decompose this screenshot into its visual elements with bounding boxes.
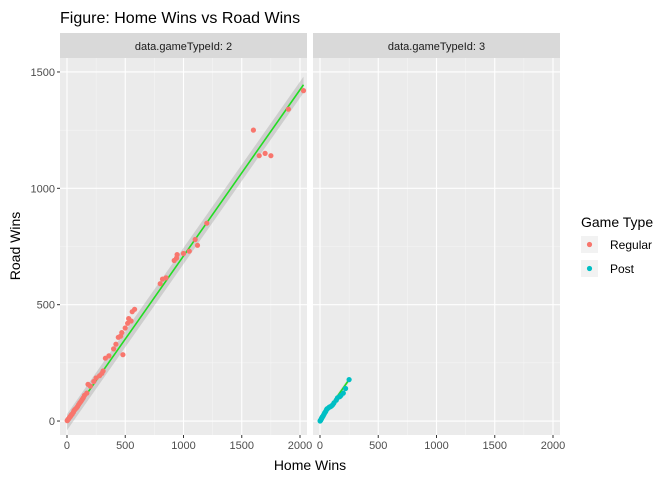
x-tick-label: 1000 [424,440,448,452]
data-point [163,275,169,281]
x-axis-title: Home Wins [274,457,346,473]
y-axis-title: Road Wins [7,212,23,280]
data-point [346,377,352,383]
x-tick-label: 500 [369,440,387,452]
data-point [256,153,262,159]
x-tick-label: 2000 [288,440,312,452]
legend-title: Game Type [581,214,653,230]
x-tick-label: 1500 [483,440,507,452]
data-point [192,236,198,243]
chart-title: Figure: Home Wins vs Road Wins [60,10,300,27]
data-point [174,252,180,258]
x-tick-label: 1000 [171,440,195,452]
data-point [268,153,274,159]
data-point [204,220,210,226]
data-point [84,390,90,396]
strip-2-label: data.gameTypeId: 3 [388,41,485,53]
y-tick-label: 1500 [31,67,55,79]
data-point [194,242,201,248]
data-point [128,318,134,324]
panel-1: data.gameTypeId: 2 [60,33,307,435]
data-point [340,390,346,396]
data-point [157,281,163,287]
data-point [262,150,268,156]
data-point [180,250,187,257]
grid-2 [313,58,560,435]
points-1 [64,88,307,424]
legend-dot-regular [586,241,593,248]
y-axis: 0 500 1000 1500 [31,67,60,428]
y-tick-label: 0 [49,416,55,428]
legend-dot-post [586,265,593,272]
data-point [119,330,125,336]
data-point [343,385,349,392]
legend-label-regular: Regular [610,238,652,252]
data-point [100,368,106,374]
x-tick-label: 1500 [230,440,254,452]
data-point [111,346,117,352]
data-point [106,353,112,359]
data-point [113,341,119,347]
x-tick-label: 0 [64,440,70,452]
x-tick-label: 500 [116,440,134,452]
panel-2: data.gameTypeId: 3 [313,33,560,435]
legend-label-post: Post [610,262,635,276]
data-point [186,248,192,254]
points-2 [317,377,352,424]
strip-1-background [60,33,307,58]
data-point [122,325,128,331]
grid-1 [60,58,307,435]
data-point [120,352,126,358]
data-point [300,88,307,94]
data-point [87,383,93,389]
legend: Game Type Regular Post [581,214,653,277]
data-point [285,106,291,112]
strip-2-background [313,33,560,58]
x-axis: 0 500 1000 1500 2000 0 500 1000 1500 2000 [64,435,565,452]
strip-1-label: data.gameTypeId: 2 [135,41,232,53]
x-tick-label: 2000 [541,440,565,452]
y-tick-label: 1000 [31,183,55,195]
data-point [250,127,256,133]
data-point [132,306,138,312]
y-tick-label: 500 [37,300,55,312]
x-tick-label: 0 [317,440,323,452]
